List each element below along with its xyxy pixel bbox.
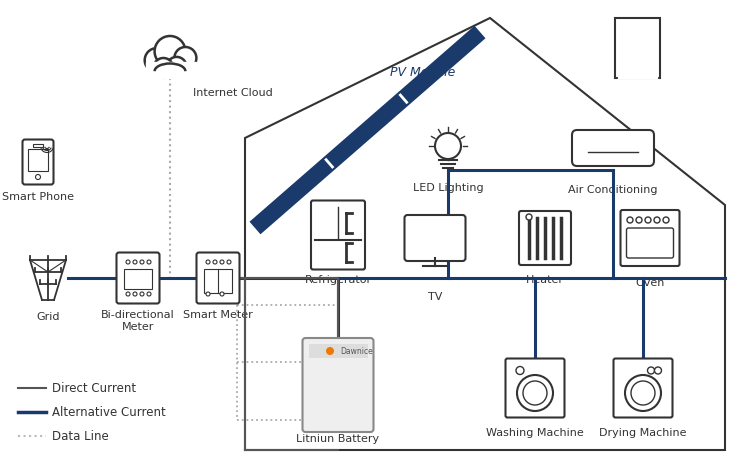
- FancyBboxPatch shape: [302, 338, 374, 432]
- Circle shape: [220, 292, 224, 296]
- FancyBboxPatch shape: [626, 228, 674, 258]
- Circle shape: [206, 292, 210, 296]
- FancyBboxPatch shape: [519, 211, 571, 265]
- Circle shape: [154, 36, 185, 67]
- Circle shape: [147, 292, 151, 296]
- FancyBboxPatch shape: [116, 253, 160, 304]
- Text: LED Lighting: LED Lighting: [413, 183, 483, 193]
- Circle shape: [655, 367, 662, 374]
- FancyBboxPatch shape: [22, 140, 53, 184]
- Text: Direct Current: Direct Current: [52, 382, 136, 394]
- Text: Refrigerator: Refrigerator: [304, 275, 371, 285]
- Circle shape: [636, 217, 642, 223]
- Circle shape: [523, 381, 547, 405]
- Circle shape: [133, 260, 137, 264]
- Text: Smart Meter: Smart Meter: [183, 310, 253, 320]
- Text: Washing Machine: Washing Machine: [486, 428, 584, 438]
- Circle shape: [625, 375, 661, 411]
- Polygon shape: [146, 62, 196, 78]
- Text: Air Conditioning: Air Conditioning: [568, 185, 658, 195]
- Bar: [28, 149, 48, 171]
- Circle shape: [517, 375, 553, 411]
- Text: Grid: Grid: [36, 312, 60, 322]
- Text: Smart Phone: Smart Phone: [2, 192, 74, 202]
- Text: Drying Machine: Drying Machine: [599, 428, 687, 438]
- Circle shape: [516, 367, 524, 375]
- Text: Litniun Battery: Litniun Battery: [296, 434, 380, 444]
- Circle shape: [140, 260, 144, 264]
- Text: Bi-directional
Meter: Bi-directional Meter: [101, 310, 175, 332]
- Circle shape: [206, 260, 210, 264]
- FancyBboxPatch shape: [572, 130, 654, 166]
- Circle shape: [175, 47, 196, 69]
- Circle shape: [227, 260, 231, 264]
- Text: Heater: Heater: [526, 275, 564, 285]
- Text: Oven: Oven: [635, 278, 664, 288]
- Text: PV Module: PV Module: [390, 65, 455, 79]
- FancyBboxPatch shape: [311, 201, 365, 270]
- Circle shape: [166, 57, 187, 77]
- Bar: [308, 344, 368, 358]
- FancyBboxPatch shape: [506, 359, 565, 418]
- Circle shape: [663, 217, 669, 223]
- Circle shape: [647, 367, 655, 374]
- Circle shape: [326, 347, 334, 355]
- Text: Dawnice: Dawnice: [340, 347, 373, 356]
- FancyBboxPatch shape: [404, 215, 466, 261]
- Text: TV: TV: [427, 292, 442, 302]
- Circle shape: [145, 48, 169, 72]
- FancyBboxPatch shape: [614, 359, 673, 418]
- Circle shape: [147, 260, 151, 264]
- Circle shape: [133, 292, 137, 296]
- Text: Internet Cloud: Internet Cloud: [193, 88, 273, 98]
- Circle shape: [627, 217, 633, 223]
- Circle shape: [140, 292, 144, 296]
- Circle shape: [645, 217, 651, 223]
- Text: Alternative Current: Alternative Current: [52, 405, 166, 419]
- FancyBboxPatch shape: [620, 210, 680, 266]
- Circle shape: [126, 292, 130, 296]
- Bar: [204, 269, 232, 293]
- Bar: [33, 144, 43, 147]
- FancyBboxPatch shape: [196, 253, 239, 304]
- Bar: [615, 18, 660, 78]
- Circle shape: [154, 58, 173, 78]
- Bar: [618, 55, 657, 78]
- Circle shape: [213, 260, 217, 264]
- Circle shape: [526, 214, 532, 220]
- Circle shape: [220, 260, 224, 264]
- Circle shape: [126, 260, 130, 264]
- Circle shape: [654, 217, 660, 223]
- Text: Data Line: Data Line: [52, 429, 109, 443]
- Bar: [124, 269, 152, 289]
- Circle shape: [35, 175, 40, 179]
- Circle shape: [631, 381, 655, 405]
- Circle shape: [435, 133, 461, 159]
